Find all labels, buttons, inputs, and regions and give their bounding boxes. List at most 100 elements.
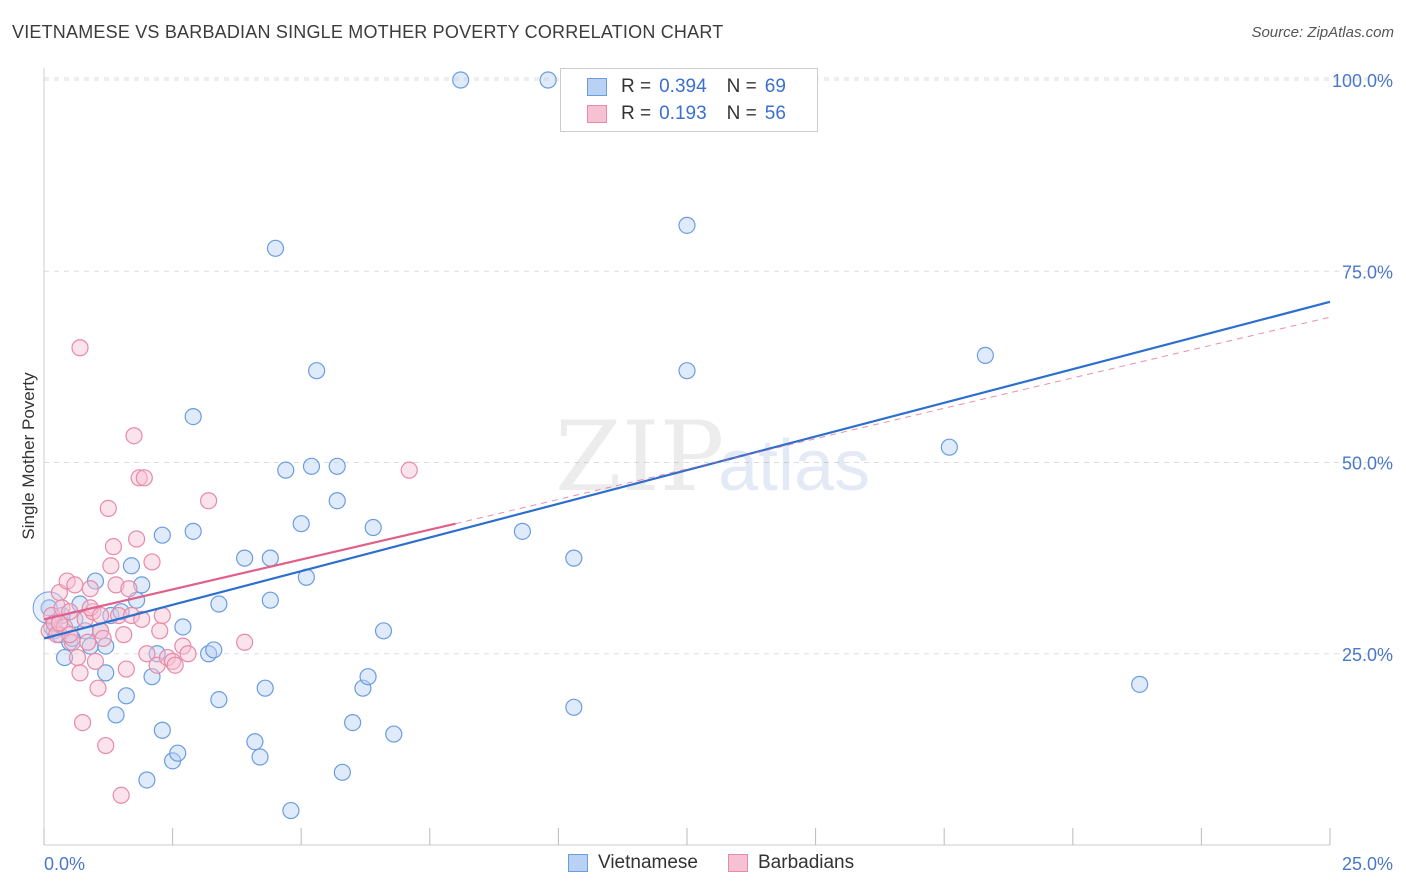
data-point [1131,675,1149,693]
data-point [359,668,377,686]
data-point [68,648,87,667]
data-point [184,522,202,540]
data-point [210,595,228,613]
x-tick-label: 0.0% [44,854,85,874]
data-point [179,645,197,663]
legend-item-vietnamese[interactable]: Vietnamese [568,852,698,874]
data-point [166,656,184,674]
data-point [117,660,135,678]
data-point [277,461,295,479]
r-label: R = [621,76,652,97]
y-tick-label: 25.0% [1342,645,1393,665]
r-value: 0.193 [659,103,707,124]
data-point [133,576,151,594]
data-point [153,721,171,739]
n-label: N = [726,103,757,124]
watermark: ZIP atlas [555,401,870,513]
data-point [302,457,321,475]
n-value: 69 [764,76,786,97]
trend-lines [43,300,1331,640]
stats-legend: R = 0.394 N = 69 R = 0.193 N = 56 [560,68,818,132]
data-point [210,691,228,709]
data-point [73,713,92,732]
y-tick-label: 75.0% [1342,262,1393,282]
data-point [236,633,254,651]
data-point [115,626,133,644]
data-point [135,469,153,487]
data-point [102,557,120,575]
data-point [66,576,84,594]
data-point [976,346,994,364]
data-point [385,725,403,743]
legend-swatch-barbadians [587,105,607,123]
data-point [513,522,531,540]
legend-label-barbadians: Barbadians [758,852,855,873]
data-point [236,549,254,567]
legend-item-barbadians[interactable]: Barbadians [728,852,854,874]
data-point [99,499,117,517]
stats-row-vietnamese: R = 0.394 N = 69 [587,75,786,99]
data-point [344,713,362,732]
data-point [308,362,326,380]
data-point [122,557,141,575]
watermark-zip: ZIP [555,401,724,513]
trend-line-barbadians-extension [455,316,1331,525]
chart-title: VIETNAMESE VS BARBADIAN SINGLE MOTHER PO… [12,22,724,42]
data-point [940,438,958,456]
data-point [89,679,107,697]
data-point [282,801,300,820]
data-point [565,549,583,567]
data-point [174,618,192,636]
data-point [112,786,130,804]
legend-label-vietnamese: Vietnamese [598,852,698,873]
data-point [55,648,74,667]
data-point [205,641,223,659]
data-point [261,591,279,609]
data-point [184,408,202,426]
legend-swatch-vietnamese [568,854,588,872]
data-point [79,633,97,651]
data-point [374,622,393,640]
data-point [104,538,123,556]
data-point [151,622,169,640]
data-point [200,492,218,510]
data-point [138,771,156,789]
watermark-atlas: atlas [718,426,870,506]
data-point [246,733,264,751]
data-point [127,530,146,548]
data-point [261,549,279,567]
series-legend: Vietnamese Barbadians [568,852,884,874]
data-point [97,664,115,682]
source-label: Source: ZipAtlas.com [1251,24,1394,41]
data-point [71,339,89,357]
n-label: N = [726,76,757,97]
legend-swatch-barbadians [728,854,748,872]
series-barbadians-points [40,339,418,804]
data-point [266,239,285,257]
trend-line-vietnamese [43,300,1331,640]
data-point [400,461,418,479]
data-point [565,698,583,716]
data-point [81,580,99,598]
trend-line-barbadians [43,522,456,621]
data-point [120,580,138,598]
data-point [328,457,346,475]
data-point [130,469,148,487]
stats-row-barbadians: R = 0.193 N = 56 [587,102,786,126]
r-label: R = [621,103,652,124]
gridlines [44,77,1392,655]
data-point [678,362,696,380]
data-point [256,679,274,697]
data-point [153,526,171,544]
data-point [86,652,105,671]
legend-swatch-vietnamese [587,78,607,96]
data-point [539,71,557,89]
r-value: 0.394 [659,76,707,97]
data-point [328,492,346,510]
data-point [58,572,76,590]
y-tick-label: 50.0% [1342,454,1393,474]
data-point [452,71,470,89]
data-point [143,553,161,571]
data-point [94,629,112,648]
